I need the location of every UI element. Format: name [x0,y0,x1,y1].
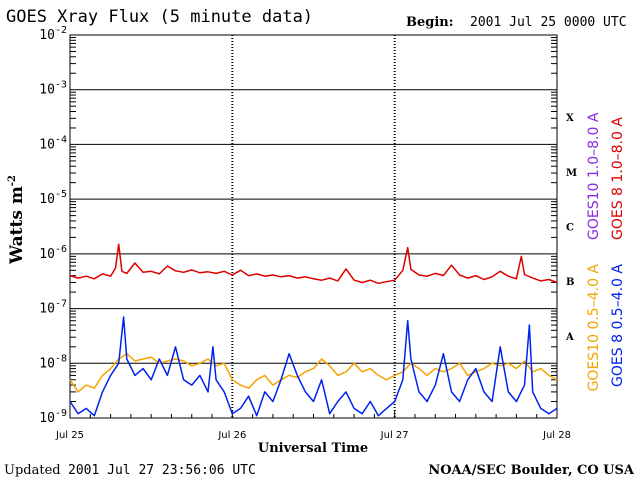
begin-label: Begin: [406,15,454,30]
flare-class-label: B [566,277,574,288]
updated-label: Updated [4,463,61,478]
series-line [69,316,558,417]
series-layer [69,243,558,417]
credit-text: NOAA/SEC Boulder, CO USA [428,463,635,478]
decade-gridlines [70,34,557,419]
legend-entry: GOES10 0.5–4.0 A [586,264,602,392]
y-tick-label: 10-8 [39,353,67,371]
x-tick-labels: Jul 25 Jul 26 Jul 27 Jul 28 [55,430,571,441]
y-tick-labels: 10-2 10-3 10-4 10-5 10-6 10-7 10-8 10-9 [39,25,67,426]
y-tick-label: 10-3 [39,80,67,98]
flare-class-label: A [565,332,574,343]
updated-value: 2001 Jul 27 23:56:06 UTC [68,463,256,478]
x-tick-label: Jul 25 [55,430,84,441]
flare-class-label: X [566,113,574,124]
flare-class-label: C [566,223,574,234]
legend: GOES10 1.0–8.0 A GOES 8 1.0–8.0 A GOES10 0… [586,112,626,391]
x-tick-label: Jul 27 [380,430,409,441]
chart-title: GOES Xray Flux (5 minute data) [6,7,313,27]
x-tick-label: Jul 28 [542,430,571,441]
y-tick-label: 10-2 [39,25,67,43]
series-line [69,352,558,393]
y-tick-label: 10-5 [39,189,67,207]
y-tick-label: 10-4 [39,134,67,152]
y-axis-label: Watts m-2 [7,175,27,265]
plot-area [69,34,558,419]
flare-class-labels: X M C B A [565,113,577,343]
axis-ticks [69,37,558,418]
y-tick-label: 10-6 [39,244,67,262]
legend-entry: GOES 8 1.0–8.0 A [610,117,626,240]
y-tick-label: 10-7 [39,299,67,317]
x-axis-label: Universal Time [258,441,368,456]
legend-entry: GOES10 1.0–8.0 A [586,112,602,240]
legend-entry: GOES 8 0.5–4.0 A [610,264,626,387]
begin-value: 2001 Jul 25 0000 UTC [470,15,627,30]
flare-class-label: M [566,168,577,179]
day-gridlines [231,35,396,418]
y-tick-label: 10-9 [39,408,67,426]
x-tick-label: Jul 26 [217,430,246,441]
plot-frame [69,34,558,419]
series-line [69,243,558,285]
svg-text:Watts m-2: Watts m-2 [7,175,27,265]
